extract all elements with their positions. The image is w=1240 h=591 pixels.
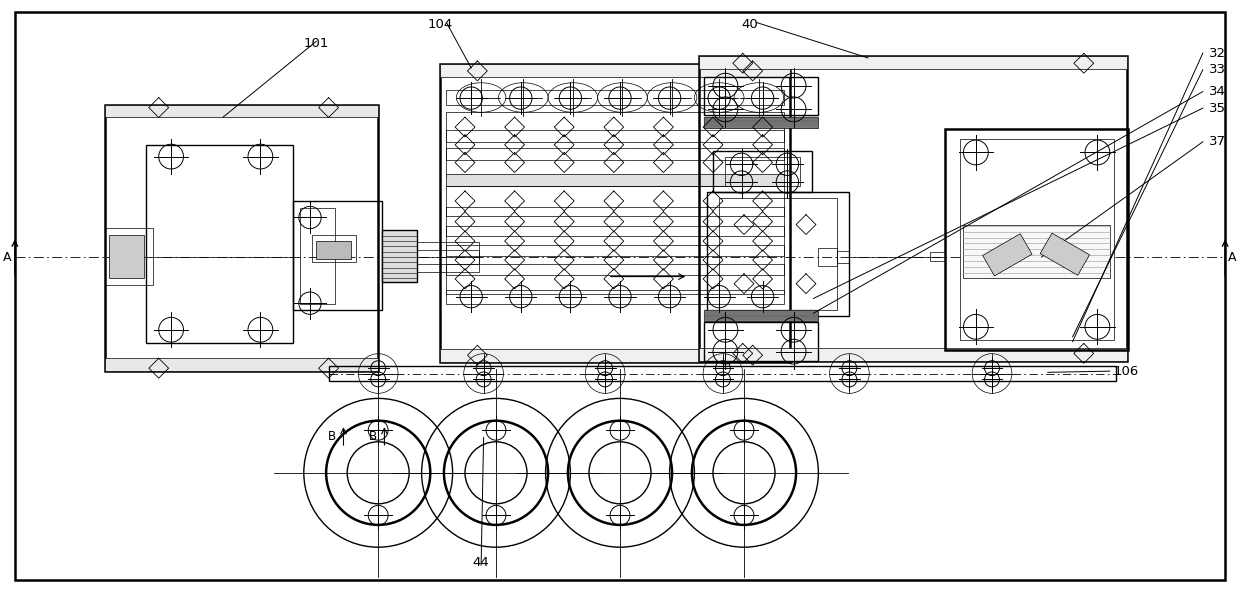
Bar (417, 250, 479, 264)
Text: 40: 40 (742, 18, 759, 31)
Bar (699, 348, 1127, 361)
Bar (699, 56, 1127, 361)
Bar (300, 208, 335, 304)
Bar (446, 130, 784, 160)
Bar (982, 234, 1032, 276)
Text: 34: 34 (1209, 85, 1226, 98)
Bar (945, 129, 1128, 350)
Bar (1040, 233, 1090, 275)
Bar (105, 358, 378, 371)
Bar (446, 226, 784, 256)
Bar (440, 64, 790, 362)
Bar (725, 157, 800, 186)
Bar (704, 77, 818, 115)
Bar (440, 64, 790, 77)
Bar (704, 322, 818, 361)
Bar (105, 105, 378, 371)
Text: 106: 106 (1114, 365, 1138, 378)
Bar (316, 241, 351, 259)
Bar (704, 117, 818, 128)
Bar (446, 148, 784, 177)
Bar (446, 174, 784, 186)
Text: A: A (4, 251, 11, 264)
Bar (837, 251, 849, 263)
Text: B: B (327, 430, 336, 443)
Bar (105, 105, 378, 117)
Bar (382, 230, 417, 282)
Bar (293, 201, 382, 310)
Bar (446, 264, 784, 294)
Text: 104: 104 (428, 18, 453, 31)
Bar (312, 235, 356, 262)
Bar (446, 186, 784, 216)
Text: 35: 35 (1209, 102, 1226, 115)
Text: 32: 32 (1209, 47, 1226, 60)
Bar (109, 235, 144, 278)
Text: 37: 37 (1209, 135, 1226, 148)
Bar (963, 225, 1110, 278)
Bar (707, 192, 849, 316)
Bar (713, 151, 812, 192)
Bar (105, 228, 153, 285)
Text: B: B (368, 430, 377, 443)
Bar (146, 145, 293, 343)
Bar (818, 248, 837, 266)
Bar (329, 366, 1116, 381)
Bar (446, 245, 784, 275)
Bar (719, 198, 837, 310)
Bar (699, 56, 1127, 69)
Bar (446, 90, 784, 105)
Bar (930, 252, 945, 261)
Text: 44: 44 (472, 556, 490, 569)
Text: 33: 33 (1209, 63, 1226, 76)
Text: 101: 101 (304, 37, 329, 50)
Bar (704, 310, 818, 321)
Bar (960, 139, 1114, 340)
Bar (446, 290, 784, 304)
Text: A: A (1229, 251, 1236, 264)
Bar (446, 112, 784, 142)
Bar (446, 207, 784, 236)
Bar (440, 349, 790, 362)
Bar (417, 242, 479, 272)
